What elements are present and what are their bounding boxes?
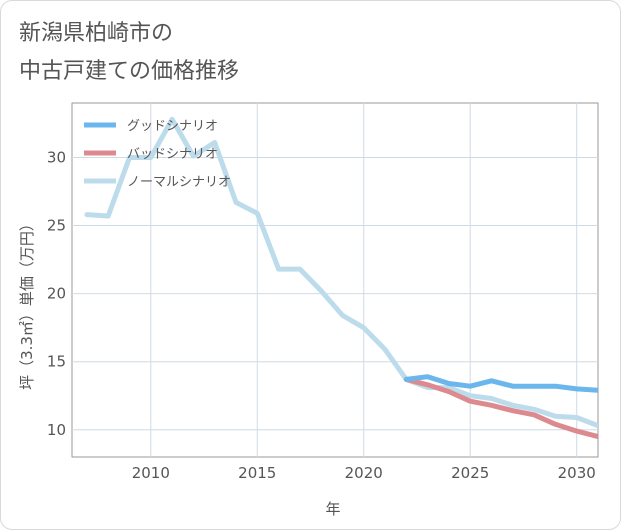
- legend-label: ノーマルシナリオ: [127, 175, 231, 190]
- y-tick-label: 30: [47, 148, 66, 166]
- x-tick-label: 2015: [238, 464, 276, 482]
- x-tick-label: 2010: [132, 464, 170, 482]
- x-tick-label: 2025: [451, 464, 489, 482]
- series-line-2: [403, 376, 598, 440]
- y-tick-label: 25: [47, 217, 66, 235]
- grid-lines: [72, 103, 598, 457]
- legend-label: グッドシナリオ: [127, 119, 218, 134]
- x-axis-label: 年: [325, 500, 340, 518]
- y-axis-ticks: 10 15 20 25 30: [47, 148, 66, 438]
- series-line-1: [403, 374, 598, 393]
- title-line-1: 新潟県柏崎市の: [19, 21, 174, 46]
- y-tick-label: 10: [47, 421, 66, 439]
- page-title: 新潟県柏崎市の 中古戸建ての価格推移: [19, 15, 239, 91]
- series-line-3: [84, 116, 598, 429]
- x-tick-label: 2030: [558, 464, 596, 482]
- plot-area: [71, 102, 599, 458]
- x-tick-label: 2020: [345, 464, 383, 482]
- legend-label: バッドシナリオ: [127, 147, 218, 162]
- y-axis-label: 坪（3.3㎡）単価（万円）: [18, 216, 36, 390]
- series-lines: [84, 116, 598, 440]
- x-axis-ticks: 2010 2015 2020 2025 2030: [132, 464, 596, 482]
- title-line-2: 中古戸建ての価格推移: [19, 59, 240, 84]
- y-tick-label: 20: [47, 285, 66, 303]
- y-tick-label: 15: [47, 353, 66, 371]
